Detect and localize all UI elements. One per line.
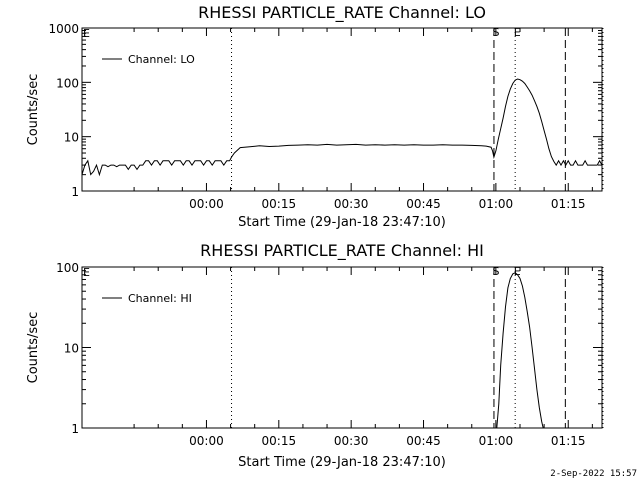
y-axis-label: Counts/sec	[26, 74, 41, 146]
chart-hi-channel: RHESSI PARTICLE_RATE Channel: HI Start Ti…	[26, 241, 604, 470]
x-tick-label: 00:45	[406, 197, 441, 211]
y-tick-label: 10	[64, 342, 79, 356]
x-tick-label: 01:15	[551, 197, 586, 211]
x-tick-label: 01:00	[479, 197, 514, 211]
series-line-0	[81, 78, 603, 177]
x-tick-label: 00:45	[406, 434, 441, 448]
y-tick-label: 1	[71, 185, 79, 199]
chart-title: RHESSI PARTICLE_RATE Channel: LO	[198, 3, 486, 23]
x-tick-label: 00:00	[189, 434, 224, 448]
plot-frame	[81, 27, 603, 192]
x-axis-label: Start Time (29-Jan-18 23:47:10)	[238, 215, 446, 230]
x-tick-label: 00:15	[262, 197, 297, 211]
event-marker-label: E	[514, 26, 521, 39]
left-edge-flag: E	[83, 27, 90, 40]
event-marker-label: S	[492, 26, 499, 39]
x-tick-label: 00:30	[334, 434, 369, 448]
x-tick-label: 00:00	[189, 197, 224, 211]
legend-label: Channel: LO	[128, 53, 195, 66]
chart-title: RHESSI PARTICLE_RATE Channel: HI	[200, 241, 484, 261]
plot-timestamp: 2-Sep-2022 15:57	[550, 469, 637, 479]
legend-label: Channel: HI	[128, 292, 192, 305]
y-axis-label: Counts/sec	[26, 312, 41, 384]
event-marker-label: S	[492, 265, 499, 278]
left-edge-flag: E	[83, 266, 90, 279]
y-tick-label: 1000	[48, 22, 79, 36]
x-axis-label: Start Time (29-Jan-18 23:47:10)	[238, 455, 446, 470]
chart-lo-channel: RHESSI PARTICLE_RATE Channel: LO Start Ti…	[26, 3, 604, 230]
series-line-0	[496, 272, 544, 429]
y-tick-label: 100	[56, 76, 79, 90]
y-tick-label: 100	[56, 261, 79, 275]
x-tick-label: 01:15	[551, 434, 586, 448]
x-tick-label: 00:30	[334, 197, 369, 211]
x-tick-label: 01:00	[479, 434, 514, 448]
y-tick-label: 10	[64, 131, 79, 145]
event-marker-label: E	[514, 265, 521, 278]
x-tick-label: 00:15	[262, 434, 297, 448]
y-tick-label: 1	[71, 422, 79, 436]
